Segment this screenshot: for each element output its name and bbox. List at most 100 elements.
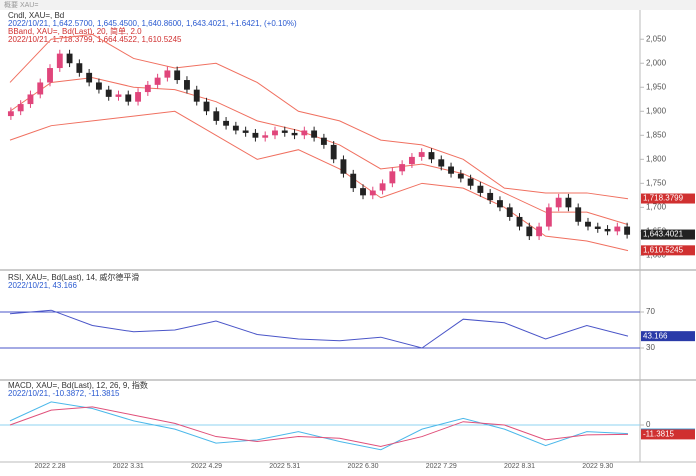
candle-body [281,130,288,133]
price-tag-label: 1,610.5245 [643,245,684,254]
candle-body [56,53,63,69]
candle-body [105,89,112,97]
candle-body [487,192,494,201]
y-tick-label: 30 [646,343,655,352]
candle-body [301,130,308,136]
x-tick-label: 2022 8.31 [504,463,535,470]
candle-body [95,82,102,90]
candle-body [594,226,601,229]
candle-body [330,144,337,160]
page-title: 概要 XAU= [4,0,38,9]
candle-body [174,70,181,81]
x-tick-label: 2022 2.28 [34,463,65,470]
candle-body [545,207,552,227]
x-tick-label: 2022 7.29 [426,463,457,470]
candle-body [350,173,357,189]
candle-body [17,104,24,112]
panel-subtitle: 2022/10/21, -10.3872, -11.3815 [8,389,120,398]
y-tick-label: 1,800 [646,154,667,163]
macd-line [9,401,629,451]
bollinger-band [9,33,629,200]
candle-body [154,77,161,85]
y-tick-label: 1,850 [646,130,667,139]
legend: BBand, XAU=, Bd(Last), 20, 简单, 2.0 [8,26,142,36]
y-tick-label: 1,950 [646,82,667,91]
candle-body [399,164,406,172]
bollinger-band [9,77,629,226]
candle-body [624,226,631,235]
candle-body [506,207,513,217]
bollinger-band [9,110,629,252]
panel-title: RSI, XAU=, Bd(Last), 14, 威尔德平滑 [8,272,139,282]
x-tick-label: 2022 5.31 [269,463,300,470]
candle-body [291,132,298,136]
candle-body [320,137,327,145]
candle-body [428,152,435,160]
candle-body [526,226,533,237]
candle-body [536,226,543,237]
candle-body [193,89,200,102]
candle-body [203,101,210,112]
candle-body [448,166,454,174]
candle-body [389,171,396,184]
candle-body [262,135,269,138]
candle-body [497,200,503,208]
candle-body [438,159,445,167]
candle-body [418,152,425,157]
candle-body [223,120,230,126]
panel-subtitle: 2022/10/21, 1,642.5700, 1,645.4500, 1,64… [8,19,297,28]
candle-body [164,70,171,78]
candle-body [232,125,239,131]
panel-title: MACD, XAU=, Bd(Last), 12, 26, 9, 指数 [8,380,148,390]
macd-line [9,406,629,447]
x-tick-label: 2022 3.31 [113,463,144,470]
legend-values: 2022/10/21, 1,718.3799, 1,664.4522, 1,61… [8,35,182,44]
candle-body [27,94,34,105]
rsi-line [9,309,629,349]
candle-body [360,188,366,196]
y-tick-label: 1,700 [646,202,667,211]
candle-body [37,82,44,95]
price-tag [641,331,695,342]
candle-body [575,207,582,222]
y-tick-label: 0 [646,420,651,429]
candle-body [252,132,259,138]
candle-body [47,68,53,83]
price-tag-label: 1,643.4021 [643,230,684,239]
price-tag [641,429,695,440]
candle-body [86,72,93,83]
price-tag-label: -11.3815 [643,429,675,438]
price-tag [641,229,695,240]
candle-body [242,130,249,133]
candle-body [467,178,474,186]
candle-body [604,228,611,232]
y-tick-label: 2,000 [646,58,667,67]
candle-body [614,226,621,232]
candle-body [76,63,83,73]
x-tick-label: 2022 9.30 [582,463,613,470]
price-tag [641,193,695,204]
candle-body [125,94,132,102]
candle-body [66,53,73,64]
panel-subtitle: 2022/10/21, 43.166 [8,281,78,290]
y-tick-label: 70 [646,307,655,316]
candle-body [340,159,347,174]
candle-body [408,156,415,165]
candle-body [311,130,318,138]
panel-title: Cndl, XAU=, Bd [8,11,64,20]
candle-body [585,221,591,227]
price-tag [641,245,695,256]
x-tick-label: 2022 4.29 [191,463,222,470]
candle-body [477,185,484,193]
price-tag-label: 1,718.3799 [643,194,684,203]
candle-body [144,84,151,93]
candle-body [565,197,572,208]
candle-body [555,197,562,208]
y-tick-label: 2,050 [646,34,667,43]
candle-body [516,216,523,227]
price-tag-label: 43.166 [643,331,668,340]
candle-body [457,173,464,179]
top-bar [0,0,696,10]
y-tick-label: 1,750 [646,178,667,187]
